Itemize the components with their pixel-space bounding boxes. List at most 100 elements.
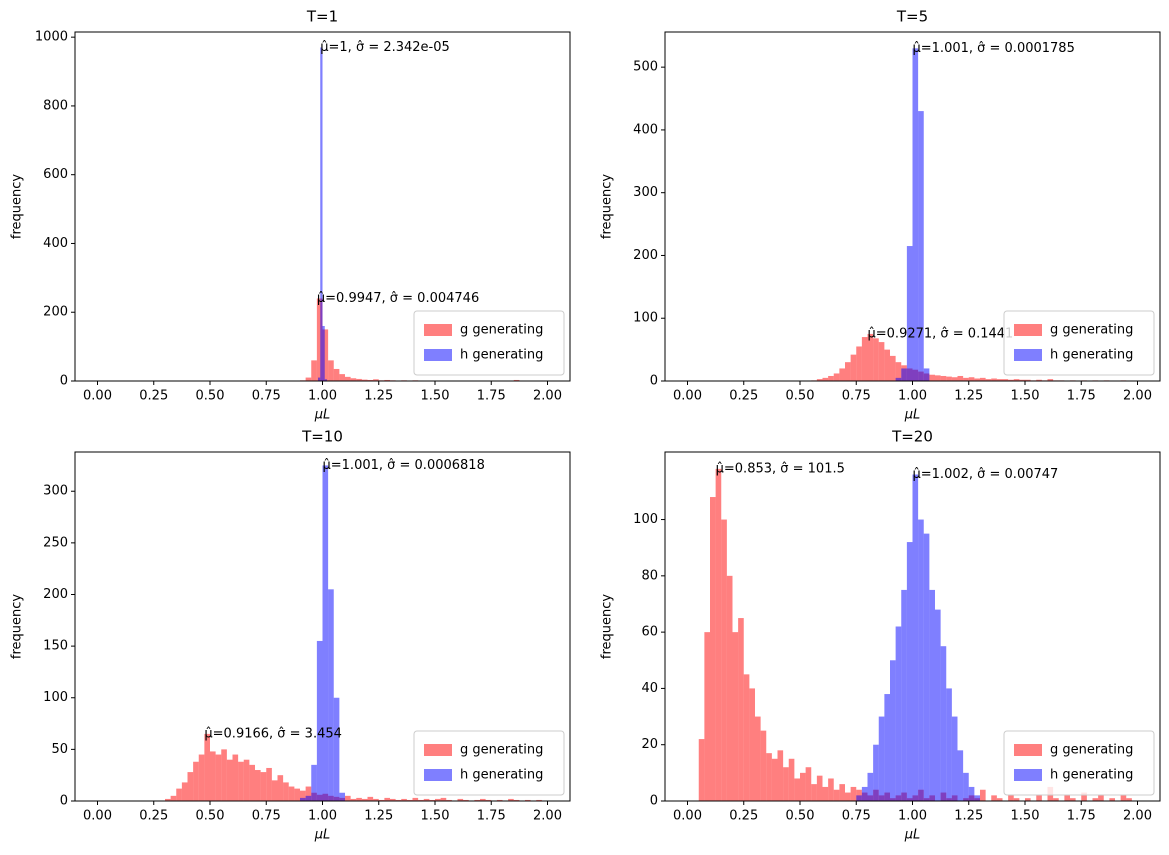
histogram-bar [974, 795, 980, 801]
x-axis-label: μL [904, 408, 921, 423]
histogram-bar [1025, 379, 1031, 381]
histogram-bar [333, 368, 340, 381]
x-tick-label: 1.50 [421, 809, 450, 824]
histogram-bar [446, 799, 452, 801]
histogram-bar [350, 378, 357, 381]
histogram-bar [850, 786, 857, 801]
histogram-bar [777, 750, 784, 801]
x-tick-label: 1.25 [954, 809, 983, 824]
histogram-bar [328, 360, 334, 381]
histogram-bar [878, 716, 885, 801]
histogram-bar [316, 640, 323, 801]
y-tick-label: 600 [43, 167, 68, 182]
histogram-bar [1070, 798, 1076, 801]
legend-swatch [424, 769, 452, 781]
histogram-bar [271, 780, 278, 801]
histogram-bar [406, 799, 413, 801]
histogram-bar [339, 792, 345, 801]
legend-label: h generating [460, 768, 543, 783]
histogram-bar [1098, 795, 1104, 801]
histogram-bar [991, 795, 997, 801]
histogram-bar [963, 377, 969, 381]
x-tick-label: 0.25 [729, 389, 758, 404]
histogram-bar [1008, 379, 1014, 381]
histogram-bar [991, 378, 997, 381]
y-axis-label: frequency [10, 174, 25, 240]
x-tick-label: 1.00 [308, 809, 337, 824]
histogram-bar [935, 375, 941, 381]
legend-box [1003, 310, 1155, 376]
histogram-bar [318, 377, 321, 381]
histogram-bar [221, 749, 227, 801]
histogram-bar [1126, 798, 1132, 801]
histogram-bar [367, 796, 374, 801]
histogram-bar [322, 465, 329, 801]
histogram-bar [833, 789, 840, 801]
histogram-bar [766, 753, 772, 801]
histogram-bar [513, 379, 520, 381]
histogram-bar [890, 660, 896, 801]
histogram-bar [513, 799, 520, 801]
histogram-bar [980, 789, 986, 801]
histogram-bar [324, 379, 327, 381]
histogram-bar [204, 733, 210, 801]
histogram-bar [311, 764, 317, 801]
histogram-bar [361, 798, 368, 801]
histogram-bar [457, 798, 464, 801]
histogram-bar [968, 786, 975, 801]
histogram-bar [794, 778, 800, 801]
histogram-bar [300, 797, 306, 801]
histogram-bar [901, 368, 907, 381]
histogram-bar [1002, 379, 1009, 381]
histogram-bar [929, 374, 935, 381]
annotation: μ̂=1.002, σ̂ = 0.00747 [913, 467, 1059, 482]
legend-label: g generating [1050, 743, 1133, 758]
histogram-bar [356, 797, 362, 801]
histogram-bar [1036, 795, 1042, 801]
legend-label: h generating [460, 348, 543, 363]
subplot: 0.00 0.25 0.50 0.75 1.00 1.25 1.50 1.75 2.00 0 100… [600, 8, 1161, 423]
histogram-bar [878, 342, 885, 381]
histogram-bar [738, 618, 744, 801]
histogram-bar [423, 798, 430, 801]
subplot: 0.00 0.25 0.50 0.75 1.00 1.25 1.50 1.75 2.00 0 20 4… [600, 428, 1161, 843]
x-tick-label: 2.00 [1123, 389, 1152, 404]
annotation: μ̂=0.853, σ̂ = 101.5 [716, 461, 845, 476]
x-tick-label: 1.50 [421, 389, 450, 404]
x-tick-label: 0.50 [196, 809, 225, 824]
histogram-bar [856, 795, 862, 801]
histogram-bar [277, 775, 284, 801]
histogram-bar [974, 378, 980, 381]
x-axis-label: μL [904, 828, 921, 843]
histogram-bar [339, 374, 345, 381]
histogram-bar [912, 474, 919, 801]
histogram-bar [816, 379, 823, 381]
histogram-bar [187, 772, 194, 801]
histogram-bar [771, 758, 778, 801]
histogram-bar [378, 799, 385, 801]
histogram-bar [951, 377, 958, 381]
y-tick-label: 300 [43, 484, 68, 499]
x-tick-label: 0.25 [139, 389, 168, 404]
x-tick-label: 1.75 [1067, 809, 1096, 824]
histogram-bar [238, 761, 244, 801]
histogram-bar [215, 754, 222, 801]
histogram-bar [474, 799, 480, 801]
histogram-bar [918, 519, 924, 801]
x-tick-label: 0.25 [729, 809, 758, 824]
histogram-bar [165, 798, 171, 801]
histogram-bar [839, 784, 845, 801]
histogram-bar [805, 767, 812, 801]
y-tick-label: 0 [60, 794, 68, 809]
x-tick-label: 1.25 [954, 389, 983, 404]
histogram-bar [884, 694, 890, 801]
histogram-bar [822, 377, 829, 381]
histogram-bar [906, 542, 913, 801]
histogram-bar [350, 798, 357, 801]
y-tick-label: 40 [641, 681, 658, 696]
x-tick-label: 0.50 [196, 389, 225, 404]
y-tick-label: 400 [43, 236, 68, 251]
x-axis-label: μL [314, 408, 331, 423]
histogram-bar [1092, 798, 1099, 801]
y-axis-label: frequency [600, 174, 615, 240]
